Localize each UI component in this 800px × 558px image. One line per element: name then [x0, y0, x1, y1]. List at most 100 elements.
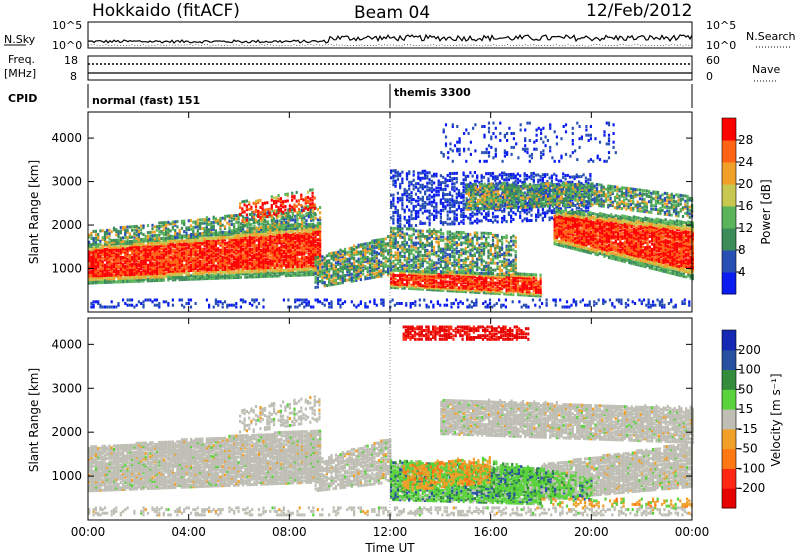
power-cell: [382, 238, 384, 241]
power-cell: [276, 220, 278, 223]
power-cell: [111, 230, 113, 233]
power-cell: [404, 287, 406, 290]
power-cell: [458, 286, 460, 289]
power-cell: [321, 255, 323, 258]
power-cell: [199, 218, 201, 221]
power-cell: [281, 221, 283, 224]
power-cell: [224, 225, 226, 228]
power-cell: [307, 196, 309, 199]
power-cell: [399, 264, 401, 267]
power-cell: [362, 269, 364, 272]
power-cell: [262, 212, 264, 215]
power-cell: [312, 195, 314, 198]
power-cell: [222, 217, 224, 220]
power-cell: [278, 211, 280, 214]
power-cell: [460, 252, 462, 255]
power-cell: [267, 220, 269, 223]
power-cell: [410, 287, 412, 290]
power-cell: [494, 275, 496, 278]
power-cell: [463, 285, 465, 288]
power-cell: [433, 249, 435, 252]
power-cell: [456, 271, 458, 274]
power-cell: [465, 250, 467, 253]
power-cell: [172, 249, 174, 252]
power-cell: [111, 258, 113, 261]
power-cell: [233, 223, 235, 226]
power-cell: [395, 236, 397, 239]
power-cell: [469, 261, 471, 264]
power-cell: [264, 209, 266, 212]
power-cell: [444, 258, 446, 261]
power-cell: [265, 227, 267, 230]
power-cell: [487, 235, 489, 238]
power-cell: [269, 259, 271, 262]
power-cell: [305, 212, 307, 215]
power-cell: [247, 276, 249, 279]
power-cell: [346, 258, 348, 261]
power-cell: [147, 224, 149, 227]
power-cell: [257, 220, 259, 223]
power-cell: [431, 260, 433, 263]
power-cell: [265, 224, 267, 227]
power-cell: [442, 239, 444, 242]
power-cell: [535, 273, 537, 276]
power-cell: [154, 238, 156, 241]
power-cell: [231, 229, 233, 232]
power-cell: [319, 280, 321, 283]
power-cell: [369, 273, 371, 276]
power-cell: [373, 244, 375, 247]
power-cell: [122, 240, 124, 243]
power-cell: [426, 283, 428, 286]
power-cell: [408, 264, 410, 267]
power-cell: [355, 265, 357, 268]
power-cell: [458, 236, 460, 239]
power-cell: [474, 289, 476, 292]
power-cell: [399, 251, 401, 254]
power-cell: [219, 249, 221, 252]
power-cell: [510, 274, 512, 277]
power-cell: [460, 264, 462, 267]
power-cell: [406, 233, 408, 236]
power-cell: [102, 229, 104, 232]
power-cell: [170, 256, 172, 259]
power-cell: [213, 224, 215, 227]
power-cell: [296, 222, 298, 225]
power-cell: [204, 237, 206, 240]
power-cell: [410, 228, 412, 231]
power-cell: [456, 283, 458, 286]
power-cell: [326, 260, 328, 263]
power-cell: [435, 241, 437, 244]
power-cell: [426, 270, 428, 273]
power-cell: [269, 235, 271, 238]
power-cell: [204, 248, 206, 251]
power-cell: [104, 248, 106, 251]
power-cell: [256, 239, 258, 242]
power-cell: [472, 280, 474, 283]
power-cell: [222, 224, 224, 227]
power-cell: [122, 236, 124, 239]
power-cell: [465, 247, 467, 250]
power-cell: [481, 246, 483, 249]
power-cell: [417, 263, 419, 266]
power-cell: [248, 208, 250, 211]
power-cell: [120, 261, 122, 264]
power-cell: [106, 241, 108, 244]
power-cell: [364, 243, 366, 246]
power-cell: [249, 218, 251, 221]
power-cell: [260, 223, 262, 226]
power-cell: [408, 238, 410, 241]
power-cell: [309, 197, 311, 200]
power-cell: [458, 243, 460, 246]
power-cell: [431, 240, 433, 243]
power-cell: [444, 280, 446, 283]
power-cell: [483, 260, 485, 263]
power-cell: [540, 277, 542, 280]
power-cell: [453, 271, 455, 274]
power-cell: [131, 229, 133, 232]
power-cell: [183, 220, 185, 223]
power-cell: [90, 243, 92, 246]
power-cell: [456, 241, 458, 244]
power-cell: [339, 259, 341, 262]
freq-label: Freq.: [8, 53, 35, 66]
power-cell: [299, 232, 301, 235]
